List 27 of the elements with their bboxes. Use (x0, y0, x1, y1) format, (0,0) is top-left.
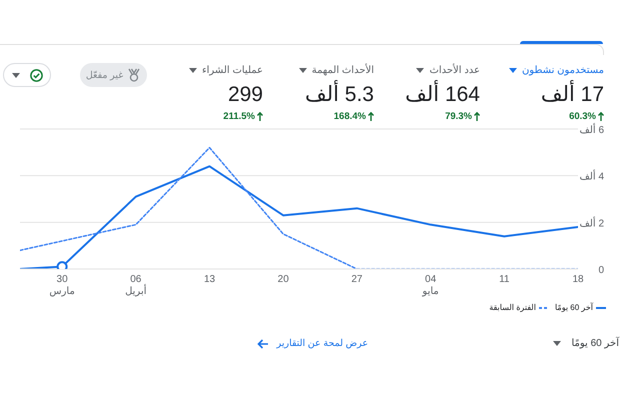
y-tick-label: 6 ألف (579, 123, 604, 136)
text: 17 ألف (540, 81, 604, 108)
x-tick-label: 20 (278, 274, 290, 285)
y-tick-label: 0 (598, 265, 604, 276)
text: 79.3% (445, 111, 472, 122)
text: 60.3% (569, 111, 596, 122)
legend-label: الفترة السابقة (489, 303, 536, 312)
legend-label: آخر 60 يومًا (554, 303, 593, 312)
x-tick-label: 11 (499, 274, 510, 285)
x-tick-label: 18 (572, 274, 584, 285)
text: 5.3 ألف (304, 81, 374, 108)
line-series (20, 165, 578, 269)
y-tick-label: 4 ألف (579, 170, 604, 183)
text: عمليات الشراء (202, 64, 263, 76)
text: عرض لمحة عن التقارير (276, 338, 368, 349)
text: 168.4% (334, 111, 366, 122)
y-tick-label: 2 ألف (579, 216, 604, 230)
text: آخر 60 يومًا (571, 338, 619, 349)
text: 211.5% (223, 111, 255, 122)
x-tick-label: 27 (351, 274, 363, 285)
text: غير مفعّل (86, 70, 124, 80)
text: مستخدمون نشطون (522, 64, 604, 76)
text: 299 (228, 82, 263, 108)
text: الأحداث المهمة (312, 64, 374, 76)
x-tick-label: 13 (204, 274, 216, 285)
text: 164 ألف (405, 81, 480, 108)
text: عدد الأحداث (429, 64, 480, 76)
